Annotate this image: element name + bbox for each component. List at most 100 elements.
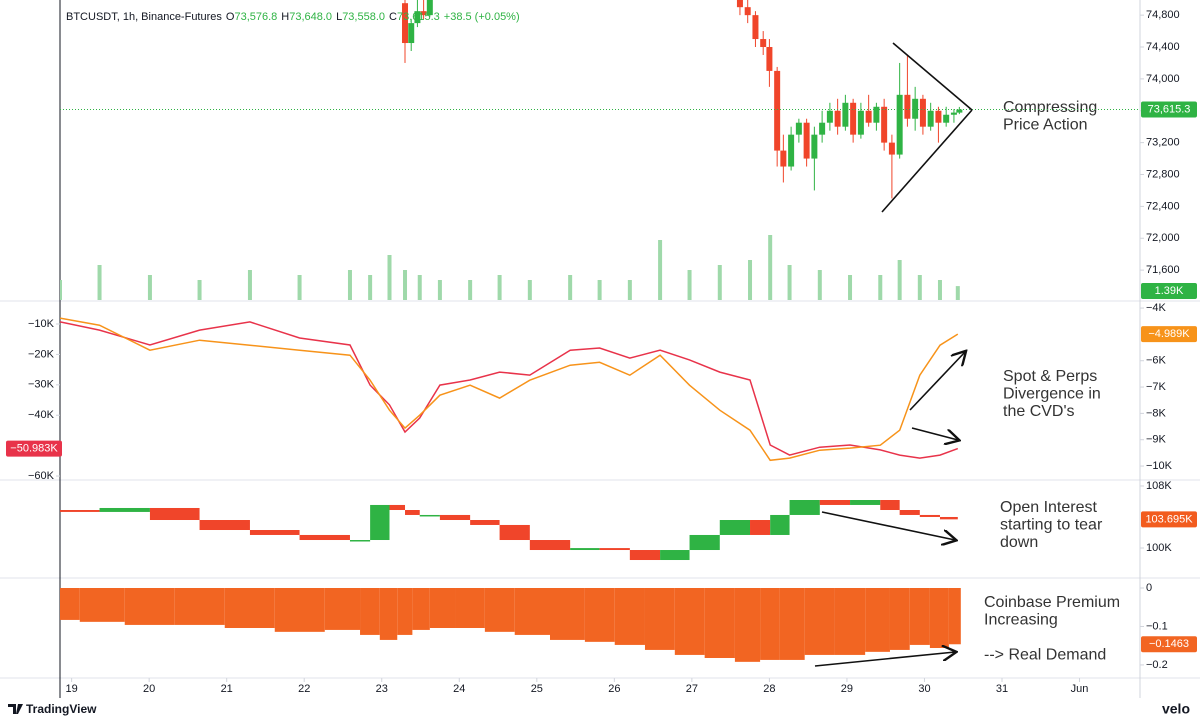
- annotation-line: Coinbase Premium: [984, 594, 1120, 611]
- cvd-line: [60, 321, 959, 459]
- ohlc-value: 73,648.0: [289, 11, 332, 23]
- y-tick-label: −8K: [1146, 407, 1167, 419]
- premium-bar: [224, 588, 275, 628]
- volume-bar: [817, 270, 822, 300]
- premium-bar: [889, 588, 910, 650]
- candle-body: [774, 70, 781, 151]
- last-value-label: −50.983K: [10, 443, 58, 455]
- candle-body: [803, 122, 810, 159]
- ohlc-value: 73,558.0: [342, 11, 385, 23]
- candle-body: [950, 112, 957, 115]
- candle-body: [811, 134, 818, 159]
- volume-bar: [60, 280, 62, 300]
- y-tick-label: −30K: [28, 379, 55, 391]
- candle-body: [402, 3, 409, 44]
- premium-bar: [704, 588, 735, 658]
- oi-candle: [919, 514, 940, 517]
- x-tick-label: 29: [841, 683, 853, 695]
- oi-candle: [470, 520, 500, 525]
- candle-body: [826, 110, 833, 123]
- x-tick-label: 28: [763, 683, 775, 695]
- y-tick-label: 100K: [1146, 542, 1172, 554]
- oi-candle: [389, 504, 406, 511]
- oi-candle: [899, 510, 920, 515]
- last-value-box: [6, 440, 62, 457]
- x-tick-label: 23: [376, 683, 388, 695]
- annotation-line: Spot & Perps: [1003, 368, 1097, 385]
- annotation-line: Divergence in: [1003, 386, 1101, 403]
- y-tick-label: −20K: [28, 348, 55, 360]
- volume-bar: [347, 270, 352, 300]
- premium-bar: [379, 588, 398, 640]
- oi-candle: [529, 540, 571, 551]
- oi-candle: [439, 514, 471, 521]
- premium-bar: [455, 588, 485, 628]
- x-tick-label: 19: [66, 683, 78, 695]
- y-tick-label: −4K: [1146, 302, 1167, 314]
- ohlc-key: O: [226, 11, 235, 23]
- candle-body: [834, 110, 841, 127]
- volume-bar: [437, 280, 442, 300]
- oi-candle: [660, 550, 690, 561]
- last-value-box: [1141, 283, 1197, 299]
- last-value-box: [1141, 636, 1197, 653]
- brand: TradingView: [26, 702, 97, 716]
- volume-bar: [403, 270, 408, 300]
- volume-bar: [568, 275, 573, 300]
- y-tick-label: −60K: [28, 470, 55, 482]
- premium-bar: [929, 588, 949, 648]
- oi-candle: [199, 520, 250, 531]
- premium-bar: [804, 588, 835, 655]
- y-tick-label: 74,800: [1146, 9, 1180, 21]
- axes: −4K −6K −7K −8K −9K −10K −10K −20K −30K −40K −60K S…: [6, 302, 1197, 482]
- oi-candle: [570, 548, 600, 551]
- volume-bar: [787, 265, 792, 300]
- premium-bar: [760, 588, 780, 660]
- annotation-line: the CVD's: [1003, 403, 1075, 420]
- candle-body: [414, 11, 421, 24]
- volume-bar: [627, 280, 632, 300]
- premium-bar: [429, 588, 456, 628]
- premium-bar: [865, 588, 890, 652]
- volume-bar: [955, 286, 960, 300]
- candle-body: [896, 94, 903, 155]
- last-value-label: −0.1463: [1149, 638, 1189, 650]
- oi-candle: [850, 500, 881, 505]
- premium-bar: [834, 588, 866, 655]
- oi-candle: [629, 550, 661, 561]
- premium-bar: [549, 588, 585, 640]
- candle-body: [752, 15, 759, 40]
- candle-body: [873, 106, 880, 123]
- pane-separators: [0, 0, 1200, 698]
- pane: [60, 0, 963, 300]
- candle-body: [744, 7, 751, 16]
- candle-body: [927, 110, 934, 127]
- oi-candle: [370, 504, 390, 541]
- ohlc-key: L: [336, 11, 342, 23]
- candle-body: [788, 134, 795, 167]
- volume-bar: [147, 275, 152, 300]
- oi-candle: [419, 514, 440, 517]
- oi-candle: [149, 507, 200, 521]
- oi-candle: [880, 500, 900, 511]
- premium-bar: [614, 588, 645, 645]
- premium-bar: [174, 588, 225, 625]
- annotation: Spot & Perps Divergence in the CVD's: [1003, 368, 1101, 420]
- volume-bar: [937, 280, 942, 300]
- axes: 108K 100K Open Interest starting to tear dow…: [1000, 480, 1197, 554]
- last-value-label: 103.695K: [1145, 513, 1193, 525]
- last-value-label: −4.989K: [1148, 328, 1190, 340]
- ohlc-key: H: [281, 11, 289, 23]
- y-tick-label: 74,000: [1146, 73, 1180, 85]
- premium-bar: [909, 588, 930, 645]
- candle-body: [408, 23, 415, 44]
- premium-bar: [514, 588, 550, 635]
- pane: [60, 317, 959, 462]
- candle-body: [426, 0, 433, 16]
- candle-body: [888, 142, 895, 155]
- annotation-line: Increasing: [984, 612, 1058, 629]
- candle-body: [904, 94, 911, 119]
- volume-bar: [527, 280, 532, 300]
- volume-bar: [848, 275, 853, 300]
- y-tick-label: 73,200: [1146, 137, 1180, 149]
